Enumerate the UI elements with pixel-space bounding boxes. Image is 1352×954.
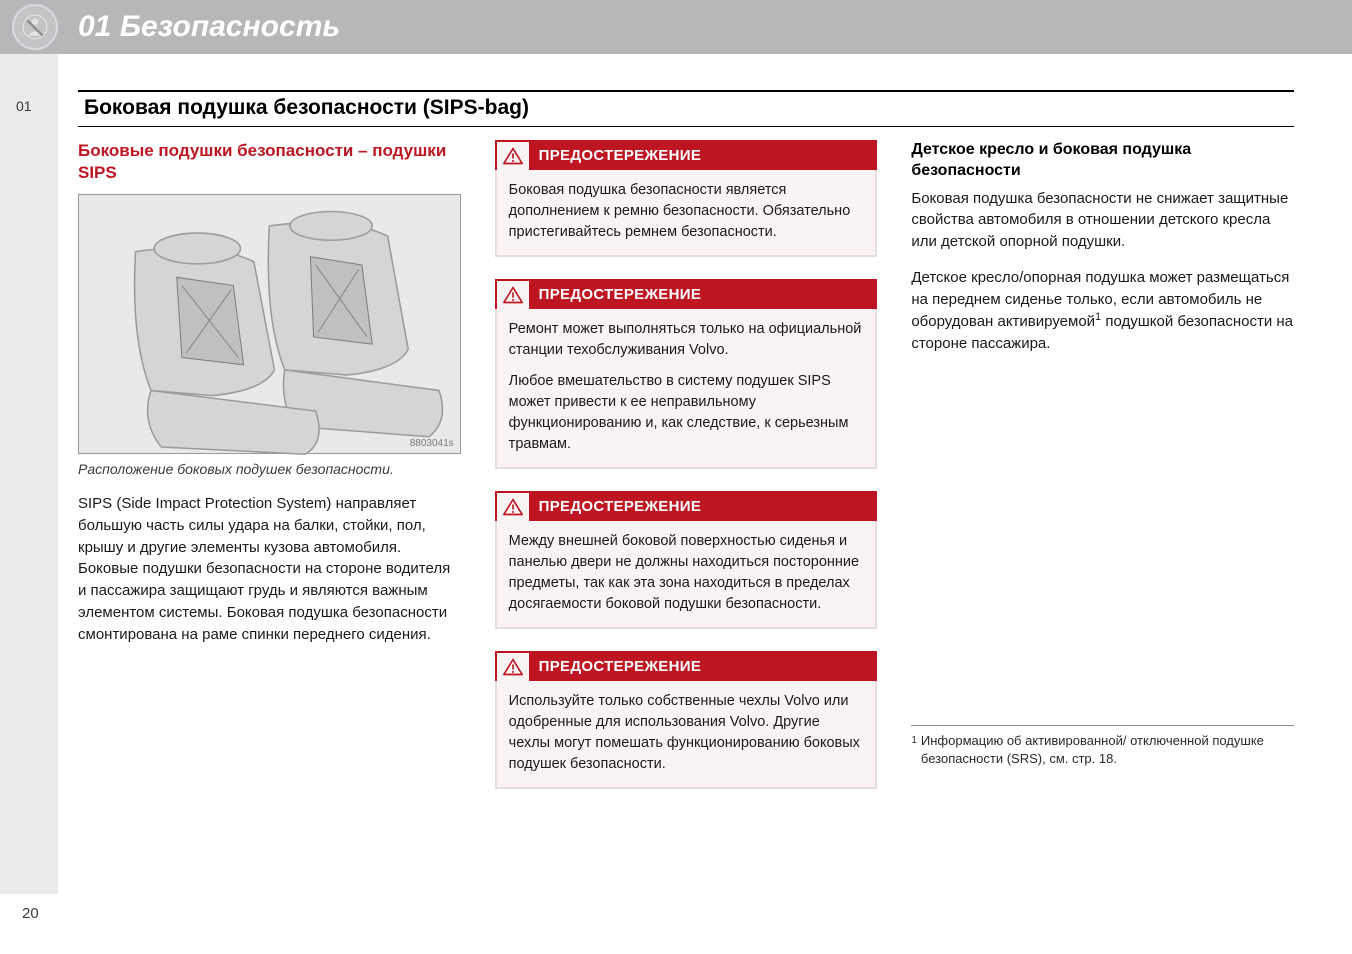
warning-header: ПРЕДОСТЕРЕЖЕНИЕ <box>495 279 878 309</box>
warning-header: ПРЕДОСТЕРЕЖЕНИЕ <box>495 491 878 521</box>
side-tab-number: 01 <box>16 98 32 114</box>
warning-body-2: Ремонт может выполняться только на офици… <box>495 309 878 469</box>
warning-header: ПРЕДОСТЕРЕЖЕНИЕ <box>495 651 878 681</box>
warning-box-4: ПРЕДОСТЕРЕЖЕНИЕ Используйте только собст… <box>495 651 878 789</box>
column-1: Боковые подушки безопасности – подушки S… <box>78 140 461 811</box>
warning-box-2: ПРЕДОСТЕРЕЖЕНИЕ Ремонт может выполняться… <box>495 279 878 469</box>
warning-title: ПРЕДОСТЕРЕЖЕНИЕ <box>529 147 701 164</box>
footnote-text: Информацию об активированной/ отключенно… <box>921 732 1294 768</box>
warning-body-3: Между внешней боковой поверхностью сиден… <box>495 521 878 629</box>
warning-title: ПРЕДОСТЕРЕЖЕНИЕ <box>529 658 701 675</box>
page-number: 20 <box>22 905 39 922</box>
chapter-banner: 01 Безопасность <box>0 0 1352 54</box>
warning-text: Между внешней боковой поверхностью сиден… <box>509 531 864 615</box>
warning-icon <box>495 491 529 521</box>
section-title: Боковая подушка безопасности (SIPS-bag) <box>78 90 1294 127</box>
footnote-num: 1 <box>911 734 917 768</box>
col3-subhead: Детское кресло и боковая подушка безопас… <box>911 140 1294 182</box>
warning-icon <box>495 140 529 170</box>
side-tab: 01 <box>0 54 58 894</box>
warning-body-4: Используйте только собственные чехлы Vol… <box>495 681 878 789</box>
warning-body-1: Боковая подушка безопасности является до… <box>495 170 878 257</box>
column-3: Детское кресло и боковая подушка безопас… <box>911 140 1294 811</box>
warning-box-3: ПРЕДОСТЕРЕЖЕНИЕ Между внешней боковой по… <box>495 491 878 629</box>
warning-text: Ремонт может выполняться только на офици… <box>509 319 864 361</box>
warning-text: Используйте только собственные чехлы Vol… <box>509 691 864 775</box>
column-2: ПРЕДОСТЕРЕЖЕНИЕ Боковая подушка безопасн… <box>495 140 878 811</box>
seatbelt-icon <box>22 14 48 40</box>
col3-p1: Боковая подушка безопасности не снижает … <box>911 188 1294 253</box>
warning-box-1: ПРЕДОСТЕРЕЖЕНИЕ Боковая подушка безопасн… <box>495 140 878 257</box>
seat-airbag-figure: 8803041s <box>78 194 461 454</box>
warning-title: ПРЕДОСТЕРЕЖЕНИЕ <box>529 498 701 515</box>
warning-icon <box>495 279 529 309</box>
warning-title: ПРЕДОСТЕРЕЖЕНИЕ <box>529 286 701 303</box>
warning-icon <box>495 651 529 681</box>
chapter-title: 01 Безопасность <box>78 10 340 44</box>
col1-subhead: Боковые подушки безопасности – подушки S… <box>78 140 461 184</box>
chapter-icon <box>12 4 58 50</box>
content-columns: Боковые подушки безопасности – подушки S… <box>78 140 1294 811</box>
col3-p2: Детское кресло/опорная подушка может раз… <box>911 267 1294 355</box>
col1-body: SIPS (Side Impact Protection System) нап… <box>78 493 461 645</box>
footnote: 1 Информацию об активированной/ отключен… <box>911 725 1294 768</box>
warning-text: Любое вмешательство в систему подушек SI… <box>509 371 864 455</box>
figure-caption: Расположение боковых подушек безопасност… <box>78 460 461 479</box>
figure-id: 8803041s <box>410 438 454 449</box>
warning-header: ПРЕДОСТЕРЕЖЕНИЕ <box>495 140 878 170</box>
warning-text: Боковая подушка безопасности является до… <box>509 180 864 243</box>
seat-illustration <box>79 195 460 462</box>
